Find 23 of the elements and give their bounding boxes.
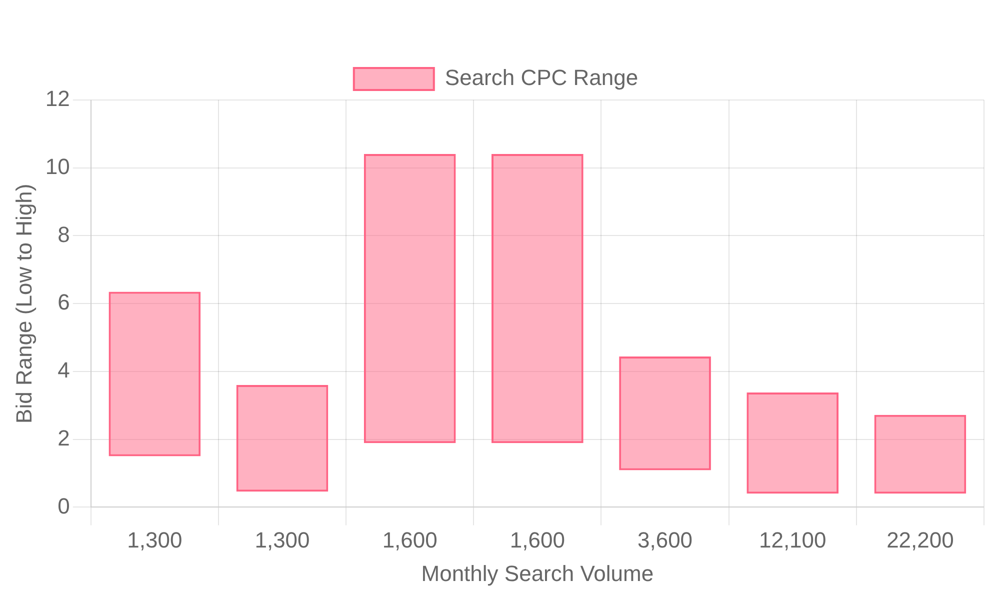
x-tick-label: 22,200 xyxy=(886,527,954,552)
x-tick-label: 3,600 xyxy=(637,527,693,552)
y-tick-label: 0 xyxy=(58,493,70,518)
y-tick-label: 10 xyxy=(45,154,70,179)
bar xyxy=(364,154,456,444)
y-tick-label: 2 xyxy=(58,425,70,450)
bar xyxy=(746,392,839,494)
x-axis-title: Monthly Search Volume xyxy=(421,560,654,586)
bar xyxy=(874,414,966,494)
y-tick-label: 4 xyxy=(58,358,70,383)
legend-label: Search CPC Range xyxy=(444,65,638,90)
x-tick-label: 1,300 xyxy=(254,527,310,552)
y-axis-title: Bid Range (Low to High) xyxy=(11,184,36,424)
y-tick-label: 12 xyxy=(45,86,70,112)
bar xyxy=(619,356,711,470)
bar xyxy=(236,385,328,492)
x-tick-label: 1,600 xyxy=(382,527,438,552)
y-tick-label: 8 xyxy=(58,222,70,247)
bar xyxy=(108,292,201,456)
x-tick-label: 1,600 xyxy=(510,527,565,552)
y-tick-label: 6 xyxy=(58,290,70,315)
x-tick-label: 12,100 xyxy=(758,527,826,552)
x-tick-label: 1,300 xyxy=(127,527,182,552)
